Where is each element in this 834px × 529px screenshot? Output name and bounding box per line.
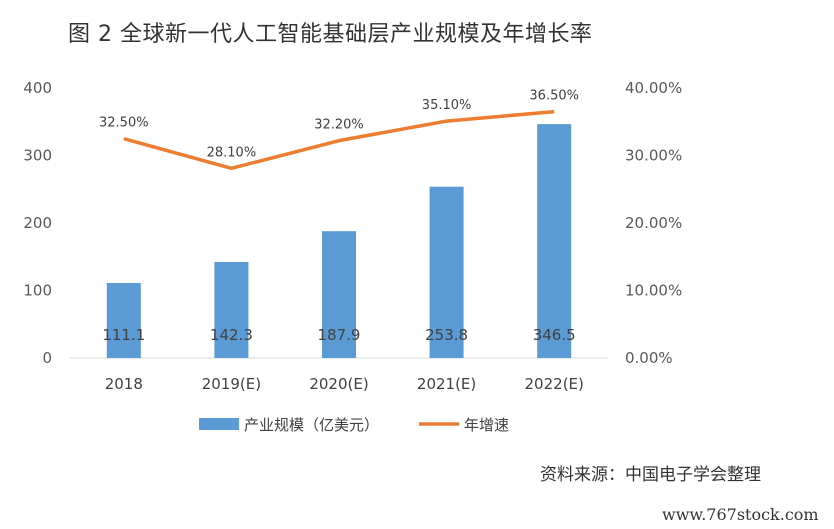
legend: 产业规模（亿美元） 年增速 (199, 416, 509, 434)
x-tick-label: 2022(E) (525, 375, 584, 393)
y-tick-label: 200 (23, 214, 52, 232)
x-axis-labels: 2018 2019(E) 2020(E) 2021(E) 2022(E) (105, 375, 584, 393)
y-tick-label: 300 (23, 147, 52, 165)
x-tick-label: 2020(E) (309, 375, 368, 393)
bar-value-label: 187.9 (318, 326, 361, 344)
legend-bar-swatch (199, 418, 239, 430)
line-value-label: 35.10% (422, 98, 472, 113)
line-data-labels: 32.50% 28.10% 32.20% 35.10% 36.50% (99, 89, 579, 161)
bar (429, 186, 464, 358)
source-note: 资料来源：中国电子学会整理 (540, 465, 761, 485)
bar-value-label: 142.3 (210, 326, 253, 344)
line-value-label: 28.10% (207, 145, 257, 160)
bar-value-label: 111.1 (102, 326, 145, 344)
line-value-label: 32.50% (99, 116, 149, 131)
y2-tick-label: 30.00% (625, 147, 682, 165)
legend-bar-label: 产业规模（亿美元） (244, 416, 379, 434)
bar-value-label: 253.8 (425, 326, 468, 344)
bar-series (106, 124, 572, 358)
y-axis-left-ticks: 0 100 200 300 400 (23, 79, 52, 367)
legend-line-label: 年增速 (464, 416, 509, 434)
y-tick-label: 0 (42, 349, 52, 367)
growth-rate-line (123, 109, 555, 171)
x-tick-label: 2021(E) (417, 375, 476, 393)
bar (214, 261, 249, 358)
x-tick-label: 2018 (105, 375, 143, 393)
bar-value-label: 346.5 (533, 326, 576, 344)
watermark: www.767stock.com (662, 505, 819, 524)
y2-tick-label: 20.00% (625, 214, 682, 232)
y-tick-label: 400 (23, 79, 52, 97)
bar-data-labels: 111.1 142.3 187.9 253.8 346.5 (102, 326, 575, 344)
chart-title: 图 2 全球新一代人工智能基础层产业规模及年增长率 (68, 22, 593, 47)
y-axis-right-ticks: 0.00% 10.00% 20.00% 30.00% 40.00% (625, 79, 682, 367)
x-tick-label: 2019(E) (202, 375, 261, 393)
bar (106, 283, 141, 358)
line-value-label: 36.50% (529, 89, 579, 104)
bar (537, 124, 572, 358)
y2-tick-label: 40.00% (625, 79, 682, 97)
y2-tick-label: 10.00% (625, 282, 682, 300)
line-value-label: 32.20% (314, 118, 364, 133)
y2-tick-label: 0.00% (625, 349, 673, 367)
y-tick-label: 100 (23, 282, 52, 300)
bar (322, 231, 356, 358)
